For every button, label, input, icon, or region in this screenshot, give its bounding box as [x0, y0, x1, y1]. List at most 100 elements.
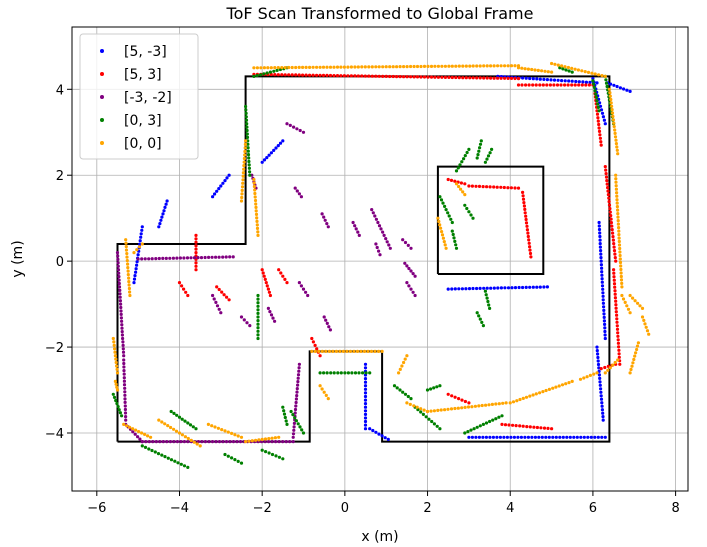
scan-point	[388, 246, 392, 250]
scan-point	[250, 439, 254, 443]
scan-point	[461, 190, 465, 194]
scan-point	[318, 65, 322, 69]
scan-point	[412, 75, 416, 79]
scan-point	[220, 290, 224, 294]
scan-point	[391, 65, 395, 69]
scan-point	[515, 399, 519, 403]
scan-point	[281, 405, 285, 409]
scan-point	[255, 73, 259, 78]
scan-point	[617, 239, 621, 244]
scan-point	[488, 151, 492, 155]
scan-point	[577, 83, 581, 87]
scan-point	[137, 245, 142, 249]
scan-point	[217, 255, 221, 259]
scan-point	[446, 211, 450, 215]
scan-point	[595, 112, 600, 116]
scan-point	[570, 83, 574, 87]
scan-point	[461, 76, 465, 80]
scan-point	[118, 288, 122, 292]
scan-point	[226, 430, 230, 434]
scan-point	[438, 427, 442, 431]
scan-point	[270, 436, 274, 440]
scan-point	[538, 391, 542, 395]
scan-point	[609, 221, 614, 225]
scan-point	[615, 191, 619, 195]
scan-point	[311, 340, 315, 344]
scan-point	[274, 454, 278, 458]
scan-point	[454, 169, 459, 173]
scan-point	[606, 189, 610, 193]
scan-point	[140, 257, 144, 261]
scan-point	[252, 177, 256, 182]
scan-point	[279, 271, 283, 275]
scan-point	[127, 283, 131, 287]
scan-point	[127, 286, 131, 291]
scan-point	[243, 146, 247, 150]
scan-point	[125, 252, 129, 256]
scan-point	[112, 395, 117, 399]
scan-point	[615, 201, 619, 205]
scan-point	[416, 408, 420, 412]
scan-point	[123, 386, 127, 390]
scan-point	[484, 421, 489, 425]
scan-point	[403, 240, 408, 245]
scan-point	[599, 140, 603, 144]
scan-point	[519, 435, 524, 439]
scan-point	[618, 253, 622, 258]
scan-point	[492, 286, 496, 290]
scan-point	[524, 217, 528, 222]
scan-point	[592, 82, 596, 86]
scan-point	[460, 287, 464, 291]
scan-point	[253, 188, 257, 192]
scan-point	[495, 435, 499, 439]
scan-point	[311, 73, 315, 77]
scan-point	[628, 311, 632, 315]
scan-point	[327, 349, 331, 353]
scan-point	[429, 75, 434, 79]
scan-point	[263, 277, 267, 281]
scan-point	[131, 430, 135, 434]
scan-point	[597, 220, 601, 225]
scan-point	[175, 256, 179, 260]
scan-point	[295, 387, 299, 391]
scan-point	[266, 306, 270, 310]
scan-point	[374, 242, 378, 246]
scan-point	[567, 69, 571, 73]
scan-point	[616, 358, 620, 362]
scan-point	[524, 285, 528, 289]
scan-point	[616, 338, 620, 342]
scan-point	[154, 257, 158, 261]
scan-point	[343, 371, 347, 375]
scan-point	[439, 198, 444, 202]
scan-point	[281, 139, 285, 143]
scan-point	[177, 281, 182, 285]
scan-point	[294, 419, 298, 423]
scan-point	[614, 187, 619, 191]
scan-point	[636, 301, 640, 305]
scan-point	[374, 430, 378, 434]
scan-point	[147, 440, 151, 444]
scan-point	[161, 256, 165, 260]
scan-point	[614, 173, 618, 177]
scan-point	[219, 184, 223, 188]
scan-point	[643, 322, 647, 326]
scan-point	[270, 440, 274, 444]
scan-point	[561, 435, 565, 439]
scan-point	[422, 75, 427, 79]
scan-point	[112, 343, 116, 347]
scan-point	[528, 76, 532, 81]
scan-point	[453, 395, 457, 399]
scan-point	[244, 440, 248, 444]
scan-point	[382, 233, 386, 237]
scan-point	[496, 76, 500, 80]
scan-point	[213, 192, 217, 196]
scan-point	[521, 197, 526, 201]
scan-point	[614, 180, 618, 184]
scan-point	[291, 413, 295, 417]
scan-point	[503, 423, 508, 427]
scan-point	[114, 398, 118, 403]
scan-point	[138, 437, 142, 441]
scan-point	[149, 435, 153, 439]
scan-point	[216, 426, 220, 430]
scan-point	[522, 201, 526, 205]
